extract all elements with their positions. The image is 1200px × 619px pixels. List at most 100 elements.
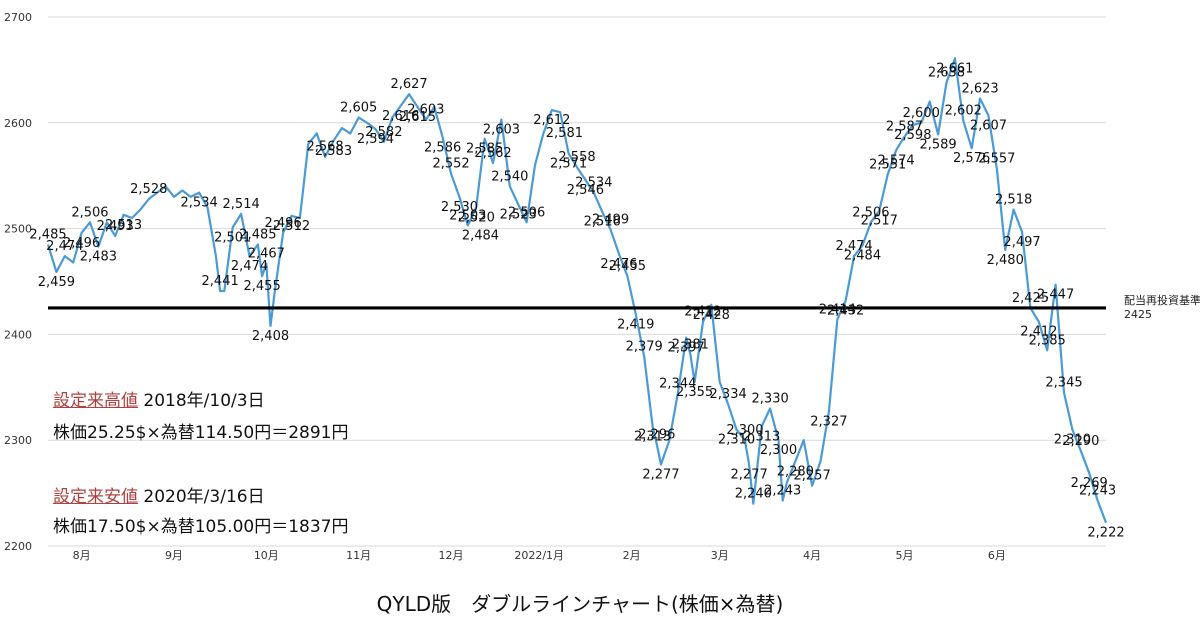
- x-tick-label: 10月: [254, 549, 279, 562]
- data-label: 2,602: [945, 104, 982, 119]
- data-label: 2,540: [491, 169, 528, 184]
- x-tick-label: 8月: [73, 549, 91, 562]
- data-label: 2,243: [764, 484, 801, 499]
- data-label: 2,476: [600, 257, 637, 272]
- y-tick-label: 2400: [4, 328, 32, 341]
- data-label: 2,496: [265, 216, 302, 231]
- data-label: 2,661: [936, 61, 973, 76]
- data-label: 2,425: [1012, 291, 1049, 306]
- data-label: 2,534: [575, 176, 612, 191]
- data-label: 2,277: [642, 468, 679, 483]
- x-tick-label: 11月: [346, 549, 371, 562]
- data-label: 2,397: [668, 341, 705, 356]
- data-label: 2,517: [861, 214, 898, 229]
- data-label: 2,574: [877, 153, 914, 168]
- data-label: 2,598: [894, 128, 931, 143]
- data-label: 2,523: [500, 207, 537, 222]
- all-time-high-note: 設定来高値 2018年/10/3日: [53, 386, 265, 411]
- data-label: 2,493: [97, 219, 134, 234]
- data-label: 2,551: [869, 158, 906, 173]
- data-label: 2,603: [483, 123, 520, 138]
- chart-title: QYLD版 ダブルラインチャート(株価×為替): [376, 592, 784, 616]
- data-label: 2,571: [550, 156, 587, 171]
- all-time-low-note: 設定来安値 2020年/3/16日: [53, 482, 265, 507]
- data-label: 2,459: [38, 275, 75, 290]
- data-label: 2,616: [382, 109, 419, 124]
- x-tick-label: 6月: [988, 549, 1006, 562]
- data-label: 2,603: [407, 103, 444, 118]
- data-label: 2,594: [357, 132, 394, 147]
- data-label: 2,300: [760, 443, 797, 458]
- data-label: 2,534: [181, 196, 218, 211]
- data-label: 2,243: [1079, 484, 1116, 499]
- data-label: 2,501: [214, 231, 251, 246]
- data-label: 2,496: [63, 236, 100, 251]
- x-tick-label: 2月: [623, 549, 641, 562]
- data-label: 2,612: [533, 113, 570, 128]
- data-label: 2,516: [584, 215, 621, 230]
- data-label: 2,568: [306, 140, 343, 155]
- data-label: 2,455: [609, 259, 646, 274]
- data-label: 2,530: [441, 200, 478, 215]
- data-label: 2,623: [961, 81, 998, 96]
- data-labels: 2,4852,4592,4742,4962,5062,4832,4932,513…: [29, 61, 1124, 540]
- data-label: 2,506: [852, 205, 889, 220]
- data-label: 2,379: [626, 340, 663, 355]
- all-time-high-detail: 株価25.25$×為替114.50円＝2891円: [53, 423, 349, 443]
- gridlines: [48, 16, 1106, 547]
- data-label: 2,582: [365, 125, 402, 140]
- data-label: 2,474: [835, 239, 872, 254]
- data-label: 2,615: [399, 110, 436, 125]
- data-label: 2,428: [693, 308, 730, 323]
- data-label: 2,269: [1071, 476, 1108, 491]
- data-label: 2,330: [752, 391, 789, 406]
- y-tick-label: 2200: [4, 540, 32, 553]
- data-label: 2,512: [273, 219, 310, 234]
- reference-line-value: 2425: [1124, 308, 1152, 321]
- data-label: 2,334: [710, 387, 747, 402]
- data-label: 2,586: [424, 141, 461, 156]
- data-label: 2,313: [634, 429, 671, 444]
- data-label: 2,280: [777, 464, 814, 479]
- y-tick-label: 2500: [4, 223, 32, 236]
- data-label: 2,557: [978, 151, 1015, 166]
- data-label: 2,552: [432, 157, 469, 172]
- data-label: 2,484: [844, 249, 881, 264]
- data-label: 2,345: [1045, 376, 1082, 391]
- data-label: 2,605: [340, 101, 377, 116]
- data-label: 2,240: [735, 487, 772, 502]
- data-label: 2,562: [474, 146, 511, 161]
- line-chart: 2200 2300 2400 2500 2600 2700 8月 9月 10月 11月 12月 20…: [4, 11, 1200, 562]
- data-label: 2,506: [508, 205, 545, 220]
- data-label: 2,518: [995, 193, 1032, 208]
- data-label: 2,310: [1054, 433, 1091, 448]
- data-label: 2,514: [223, 197, 260, 212]
- data-label: 2,480: [987, 253, 1024, 268]
- x-tick-label: 2022/1月: [514, 549, 564, 562]
- data-label: 2,290: [1062, 434, 1099, 449]
- data-label: 2,310: [718, 433, 755, 448]
- data-label: 2,499: [592, 213, 629, 228]
- x-tick-label: 3月: [711, 549, 729, 562]
- data-label: 2,576: [953, 151, 990, 166]
- data-label: 2,485: [29, 227, 66, 242]
- data-label: 2,583: [315, 144, 352, 159]
- x-axis: 8月 9月 10月 11月 12月 2022/1月 2月 3月 4月 5月 6月: [73, 549, 1006, 562]
- data-label: 2,506: [71, 205, 108, 220]
- x-tick-label: 12月: [439, 549, 464, 562]
- x-tick-label: 5月: [895, 549, 913, 562]
- all-time-high-tag: 設定来高値: [53, 391, 138, 411]
- y-tick-label: 2600: [4, 117, 32, 130]
- data-label: 2,513: [105, 218, 142, 233]
- data-label: 2,467: [248, 247, 285, 262]
- all-time-high-date: 2018年/10/3日: [138, 391, 265, 411]
- data-label: 2,355: [676, 385, 713, 400]
- y-axis: 2200 2300 2400 2500 2600 2700: [4, 11, 32, 553]
- data-label: 2,474: [231, 259, 268, 274]
- data-label: 2,412: [684, 305, 721, 320]
- data-label: 2,503: [449, 208, 486, 223]
- data-label: 2,385: [1029, 333, 1066, 348]
- data-label: 2,528: [130, 182, 167, 197]
- y-tick-label: 2700: [4, 11, 32, 24]
- y-tick-label: 2300: [4, 434, 32, 447]
